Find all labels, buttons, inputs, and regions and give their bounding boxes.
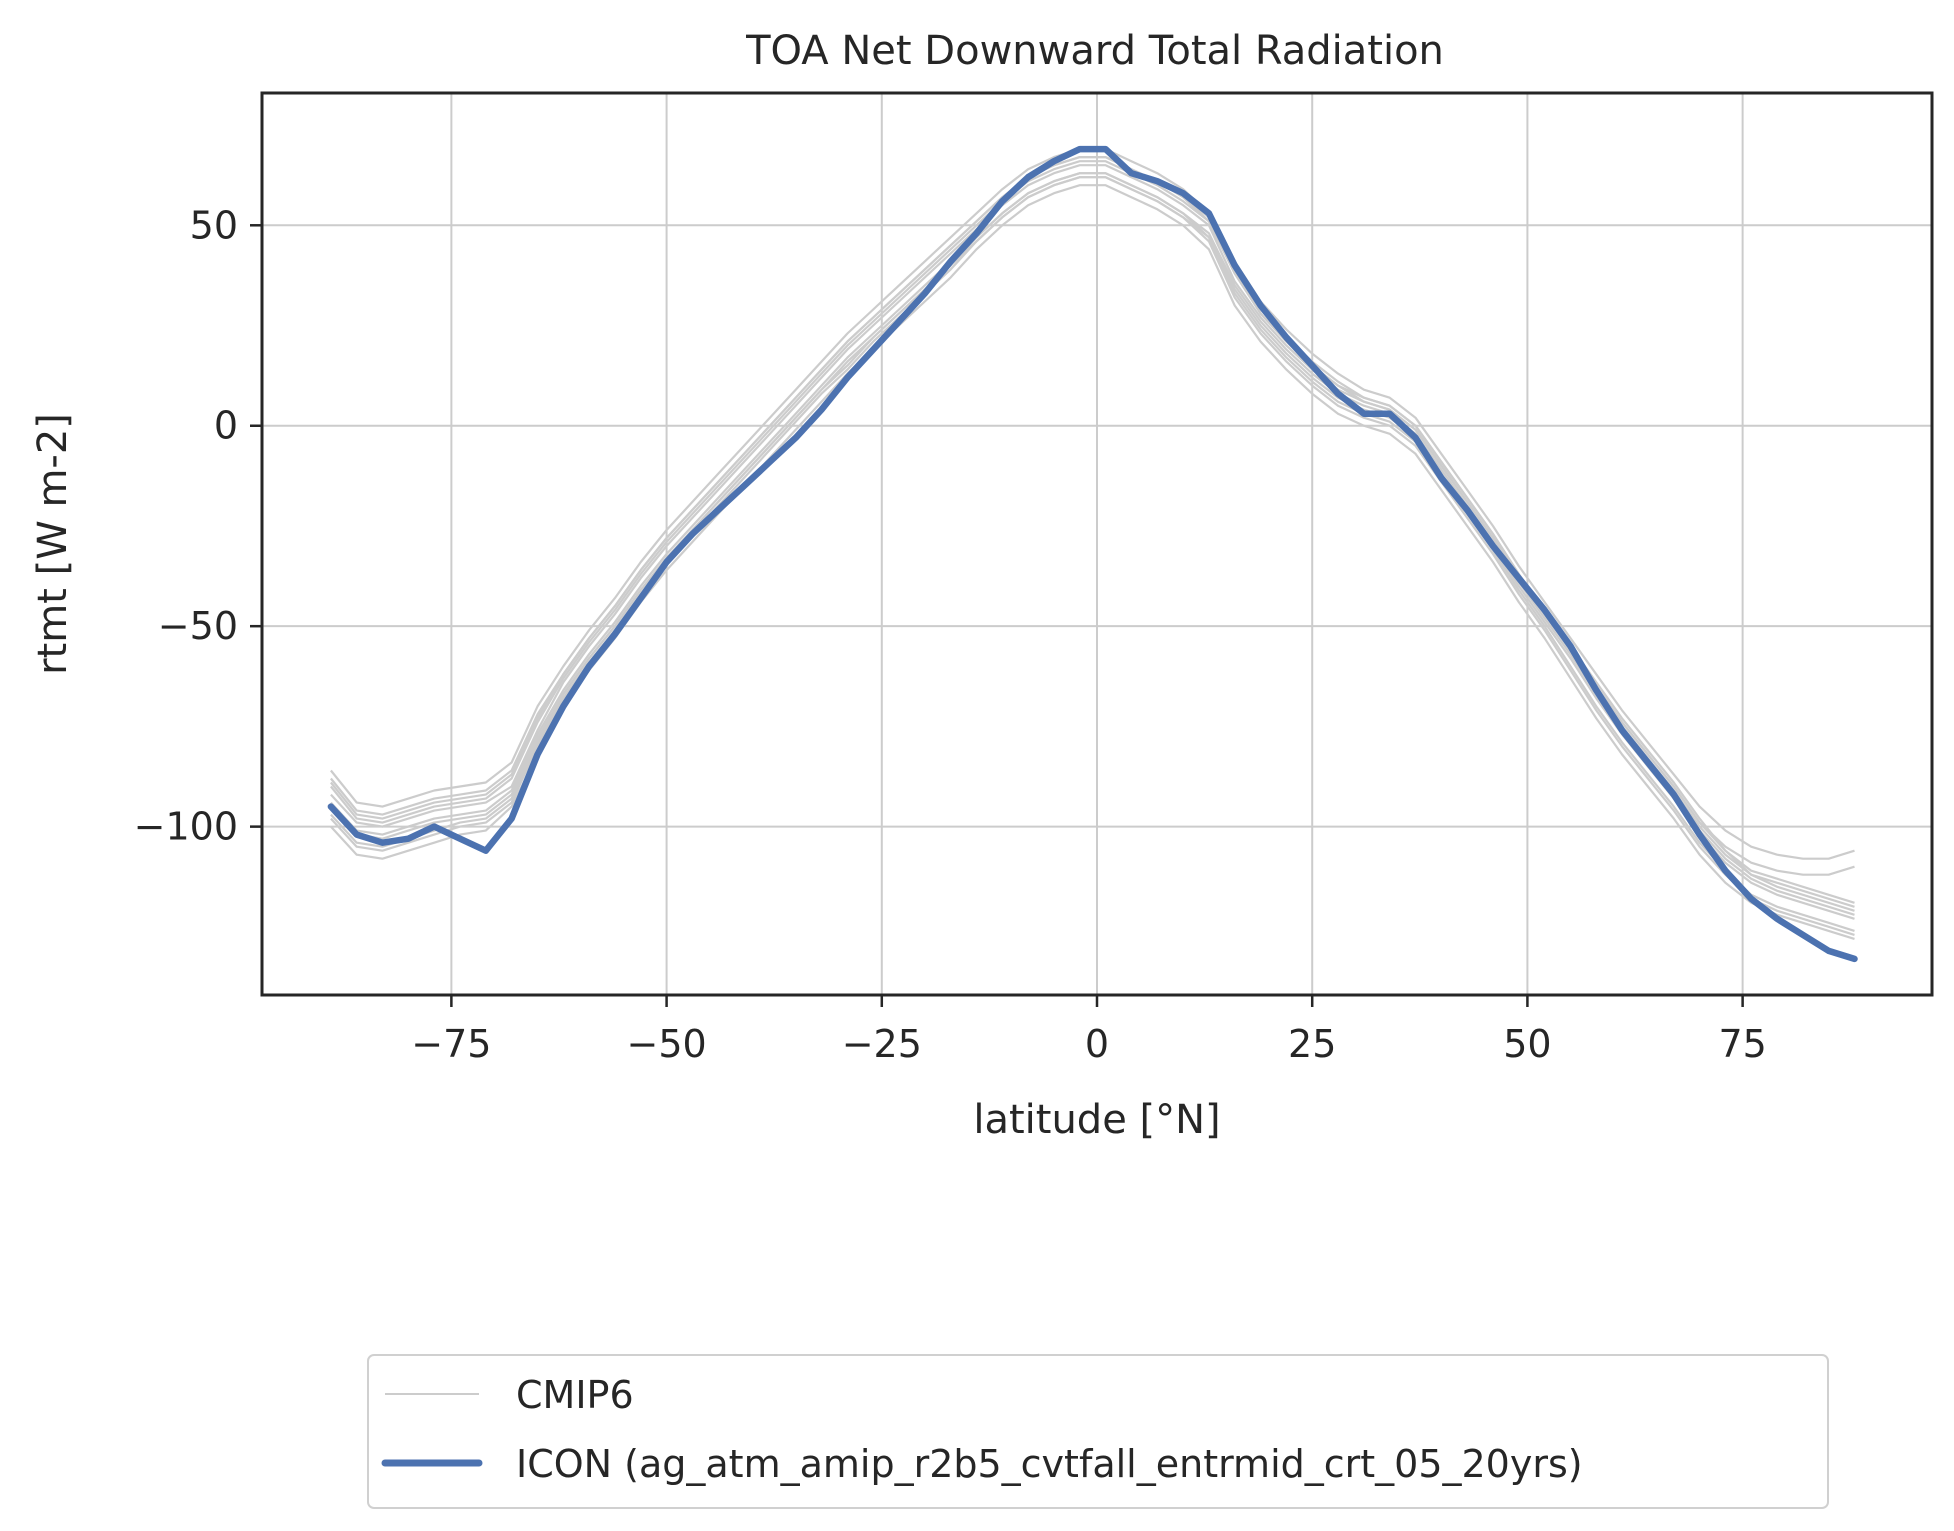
legend-label-icon: ICON (ag_atm_amip_r2b5_cvtfall_entrmid_c…: [516, 1442, 1583, 1486]
x-tick-label: −50: [626, 1022, 706, 1066]
chart-title: TOA Net Downward Total Radiation: [745, 28, 1444, 74]
legend: CMIP6 ICON (ag_atm_amip_r2b5_cvtfall_ent…: [367, 1354, 1829, 1509]
legend-label-cmip6: CMIP6: [516, 1373, 634, 1417]
x-axis-label: latitude [°N]: [973, 1097, 1220, 1143]
x-tick-label: 0: [1085, 1022, 1109, 1066]
x-tick-label: 50: [1503, 1022, 1551, 1066]
y-axis-label: rtmt [W m-2]: [30, 413, 76, 675]
icon-series-line: [327, 145, 1858, 963]
y-tick-label: 50: [190, 203, 238, 247]
x-tick-label: −75: [411, 1022, 491, 1066]
x-tick-label: 75: [1718, 1022, 1766, 1066]
cmip6-series-line-10: [330, 176, 1855, 920]
legend-frame: [367, 1354, 1829, 1509]
y-tick-label: −100: [134, 805, 238, 849]
y-tick-label: 0: [214, 404, 238, 448]
y-axis-ticks: −100 −50 0 50: [134, 203, 262, 849]
x-tick-label: −25: [842, 1022, 922, 1066]
x-axis-ticks: −75 −50 −25 0 25 50 75: [411, 995, 1767, 1066]
x-tick-label: 25: [1288, 1022, 1336, 1066]
grid-lines: [262, 93, 1932, 995]
y-tick-label: −50: [158, 604, 238, 648]
icon-series-group: [327, 145, 1858, 963]
